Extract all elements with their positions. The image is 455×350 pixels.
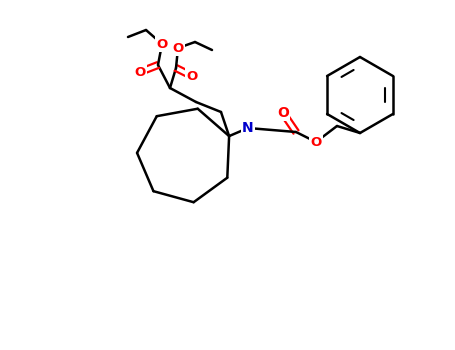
Text: O: O [187,70,197,83]
Text: O: O [157,37,167,50]
Text: O: O [134,65,146,78]
Text: O: O [277,106,289,120]
Text: O: O [172,42,184,55]
Text: N: N [242,121,254,135]
Text: O: O [310,135,322,148]
